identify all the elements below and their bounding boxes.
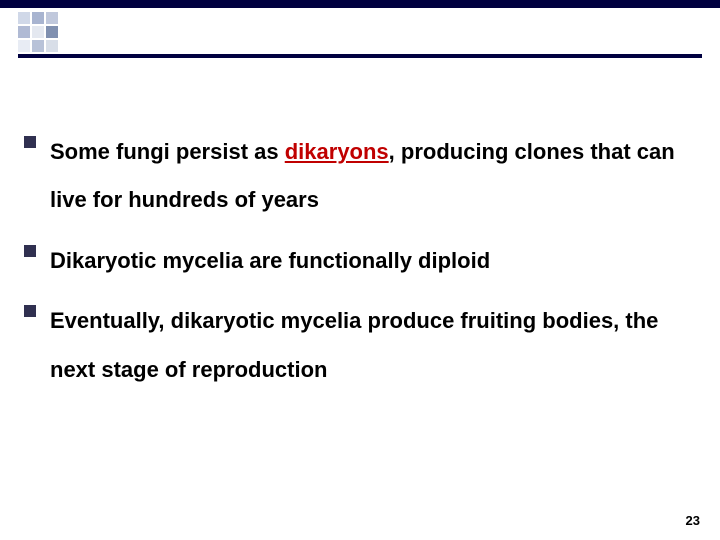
bullet-marker-icon	[24, 136, 36, 148]
grid-square	[46, 40, 58, 52]
bullet-text: Dikaryotic mycelia are functionally dipl…	[50, 237, 490, 285]
bullet-text: Eventually, dikaryotic mycelia produce f…	[50, 297, 696, 394]
slide-content: Some fungi persist as dikaryons, produci…	[24, 128, 696, 406]
page-number: 23	[686, 513, 700, 528]
slide-header-decoration	[0, 0, 720, 52]
grid-square	[18, 26, 30, 38]
bullet-text-pre: Dikaryotic mycelia are functionally dipl…	[50, 248, 490, 273]
bullet-text-pre: Some fungi persist as	[50, 139, 285, 164]
bullet-marker-icon	[24, 245, 36, 257]
bullet-item: Dikaryotic mycelia are functionally dipl…	[24, 237, 696, 285]
bullet-text: Some fungi persist as dikaryons, produci…	[50, 128, 696, 225]
bullet-item: Some fungi persist as dikaryons, produci…	[24, 128, 696, 225]
grid-square	[46, 12, 58, 24]
grid-square	[18, 40, 30, 52]
grid-square	[32, 12, 44, 24]
grid-square	[32, 26, 44, 38]
grid-square	[18, 12, 30, 24]
bullet-marker-icon	[24, 305, 36, 317]
header-underline	[18, 54, 702, 58]
bullet-text-pre: Eventually, dikaryotic mycelia produce f…	[50, 308, 658, 381]
grid-square	[32, 40, 44, 52]
grid-square	[46, 26, 58, 38]
bullet-text-highlight: dikaryons	[285, 139, 389, 164]
header-top-bar	[0, 0, 720, 8]
header-square-grid	[18, 12, 58, 52]
bullet-item: Eventually, dikaryotic mycelia produce f…	[24, 297, 696, 394]
